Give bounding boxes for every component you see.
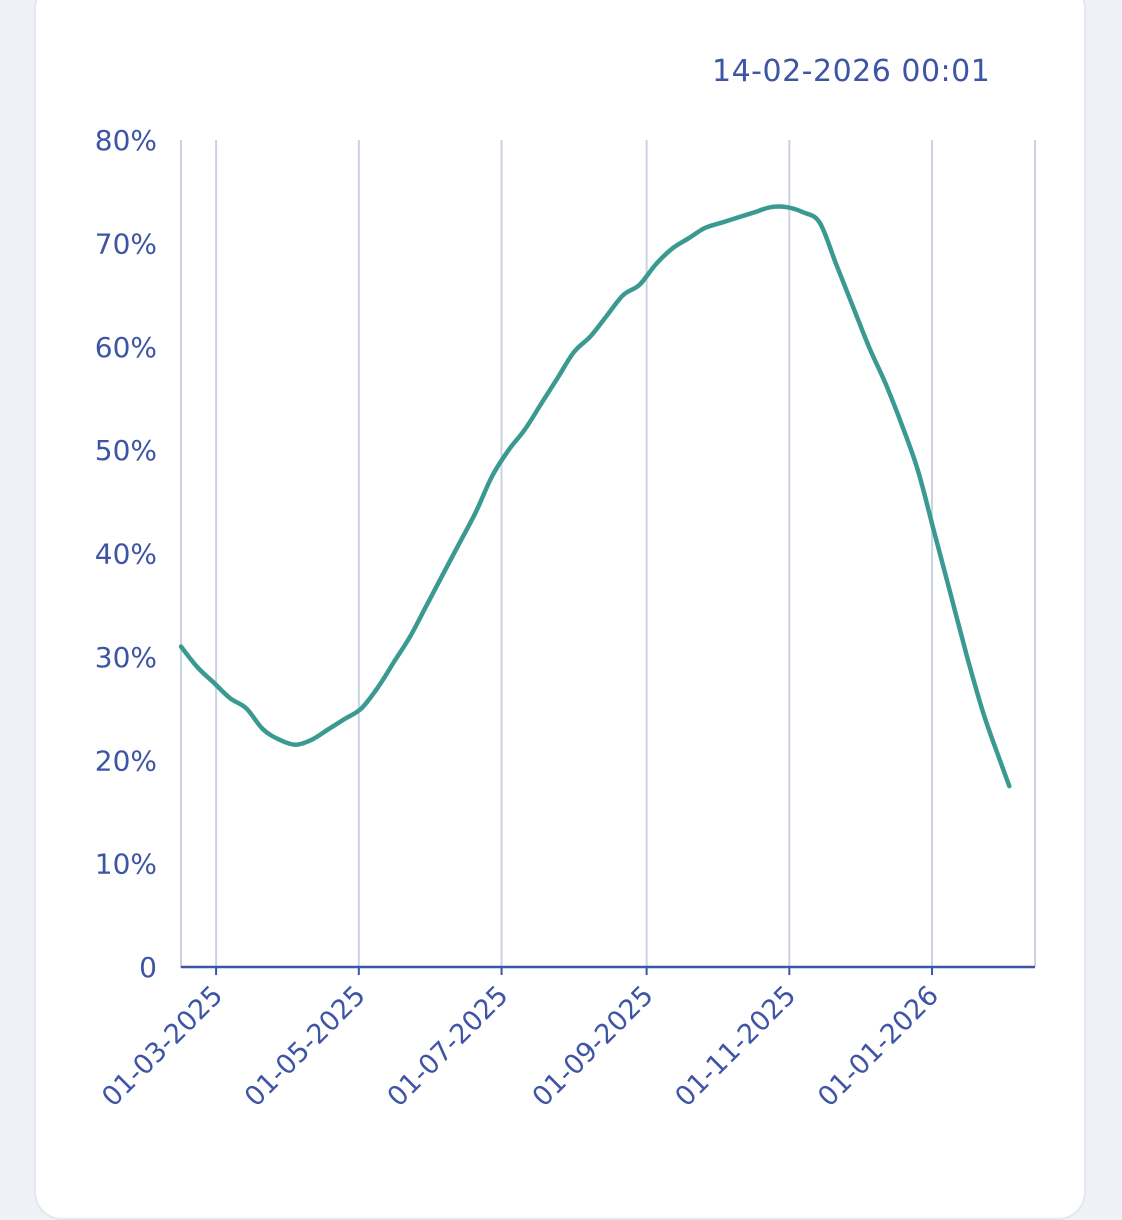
axes: [180, 140, 1035, 975]
series-layer: [178, 204, 1012, 789]
x-tick-label: 01-11-2025: [669, 980, 802, 1113]
y-tick-label: 40%: [95, 538, 157, 571]
y-tick-label: 70%: [95, 227, 157, 260]
x-tick-label: 01-03-2025: [96, 980, 229, 1113]
x-tick-label: 01-05-2025: [239, 980, 372, 1113]
y-tick-label: 50%: [95, 434, 157, 467]
y-tick-label: 80%: [95, 124, 157, 157]
y-tick-labels: 0 10% 20% 30% 40% 50% 60% 70% 80%: [95, 124, 157, 984]
x-tick-label: 01-09-2025: [527, 980, 660, 1113]
series-line: [178, 204, 1012, 789]
timestamp-label: 14-02-2026 00:01: [712, 54, 991, 89]
x-tick-label: 01-07-2025: [382, 980, 515, 1113]
x-tick-labels: 01-03-2025 01-05-2025 01-07-2025 01-09-2025…: [96, 980, 945, 1113]
y-tick-label: 20%: [95, 744, 157, 777]
y-tick-label: 0: [139, 951, 157, 984]
chart-card: [34, 0, 1086, 1220]
y-tick-label: 60%: [95, 331, 157, 364]
x-tick-label: 01-01-2026: [812, 980, 945, 1113]
y-tick-label: 30%: [95, 641, 157, 674]
y-tick-label: 10%: [95, 848, 157, 881]
grid-lines: [215, 140, 1036, 967]
